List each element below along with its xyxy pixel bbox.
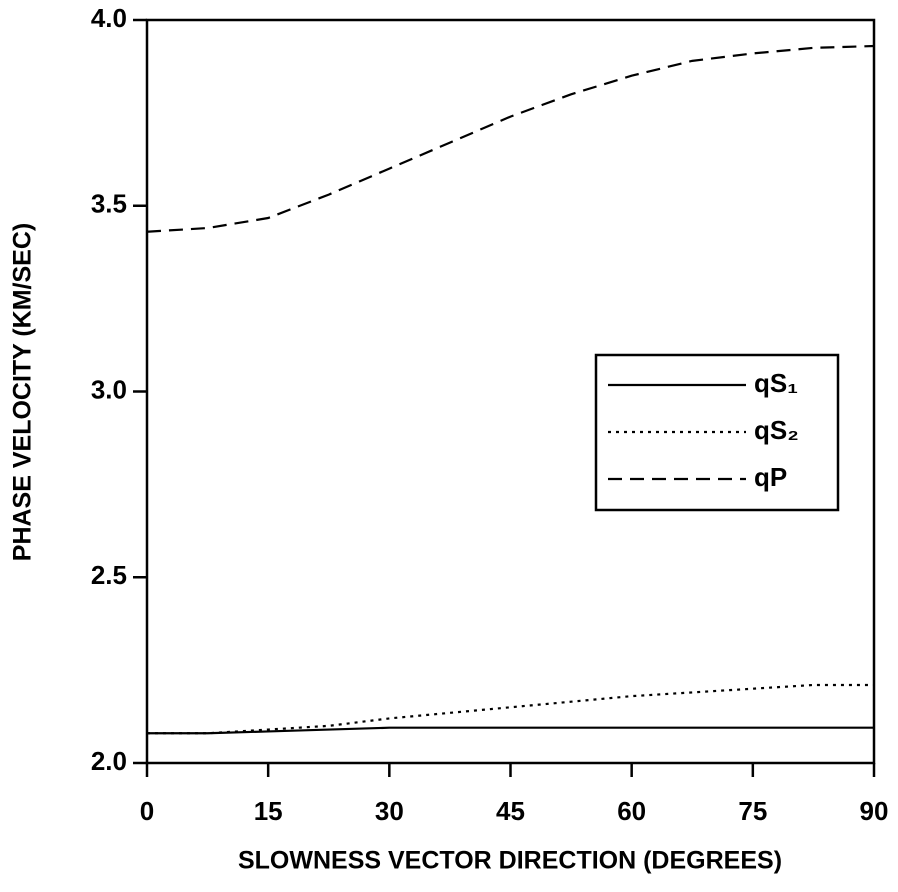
x-tick-label: 0: [140, 796, 154, 826]
legend-label: qS₁: [754, 368, 798, 398]
y-tick-label: 4.0: [91, 3, 127, 33]
series-line: [147, 683, 874, 735]
y-tick-label: 2.5: [91, 560, 127, 590]
x-tick-label: 15: [254, 796, 283, 826]
x-tick-label: 45: [496, 796, 525, 826]
x-tick-label: 30: [375, 796, 404, 826]
y-tick-label: 2.0: [91, 746, 127, 776]
legend-label: qP: [754, 462, 787, 492]
y-axis-label: PHASE VELOCITY (KM/SEC): [9, 223, 37, 561]
series-line: [147, 726, 874, 735]
x-tick-label: 60: [617, 796, 646, 826]
y-tick-label: 3.5: [91, 189, 127, 219]
legend-label: qS₂: [754, 415, 799, 445]
x-axis-label: SLOWNESS VECTOR DIRECTION (DEGREES): [238, 847, 782, 875]
y-tick-label: 3.0: [91, 374, 127, 404]
x-tick-label: 90: [860, 796, 889, 826]
legend-box: [594, 353, 840, 512]
x-tick-label: 75: [738, 796, 767, 826]
series-line: [146, 44, 875, 233]
